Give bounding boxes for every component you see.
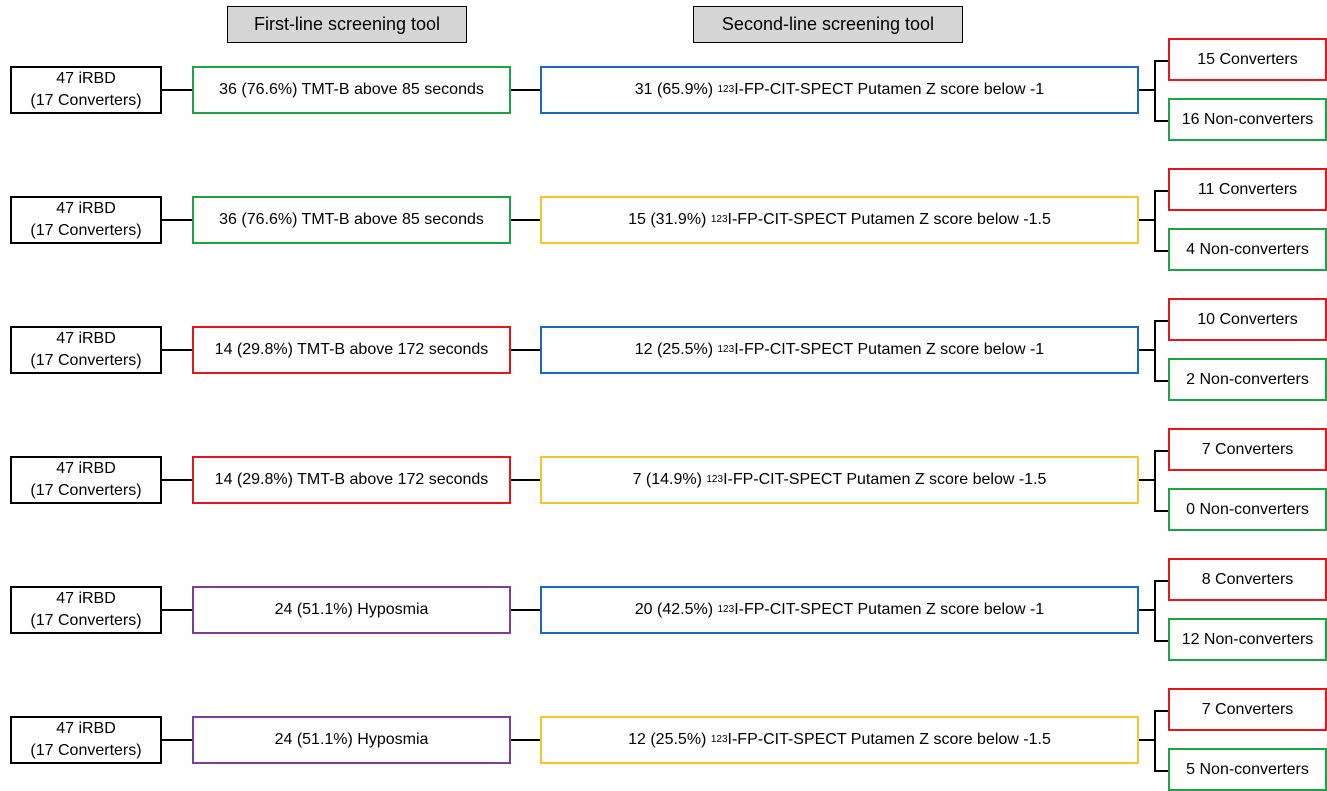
second-line-tool-box: 31 (65.9%) 123 I-FP-CIT-SPECT Putamen Z s… xyxy=(540,66,1139,114)
first-line-header: First-line screening tool xyxy=(227,6,467,43)
second-line-tool-box: 20 (42.5%) 123 I-FP-CIT-SPECT Putamen Z s… xyxy=(540,586,1139,634)
second-line-count: 12 (25.5%) xyxy=(634,341,718,359)
cohort-box: 47 iRBD (17 Converters) xyxy=(10,456,162,504)
cohort-label: 47 iRBD xyxy=(56,330,116,348)
connector-line xyxy=(511,219,540,221)
bracket-line xyxy=(1154,710,1156,771)
cohort-label: 47 iRBD xyxy=(56,70,116,88)
connector-line xyxy=(1139,349,1155,351)
non-converters-box: 4 Non-converters xyxy=(1168,228,1327,271)
connector-line xyxy=(511,349,540,351)
connector-line xyxy=(1154,320,1168,322)
connector-line xyxy=(1154,450,1168,452)
cohort-label: 47 iRBD xyxy=(56,720,116,738)
second-line-count: 15 (31.9%) xyxy=(628,211,711,229)
cohort-converters-label: (17 Converters) xyxy=(30,742,142,759)
second-line-tool-box: 15 (31.9%) 123 I-FP-CIT-SPECT Putamen Z s… xyxy=(540,196,1139,244)
connector-line xyxy=(511,89,540,91)
connector-line xyxy=(1154,580,1168,582)
connector-line xyxy=(162,349,192,351)
second-line-criterion: I-FP-CIT-SPECT Putamen Z score below -1.… xyxy=(727,211,1051,229)
connector-line xyxy=(1139,739,1155,741)
connector-line xyxy=(1154,770,1168,772)
converters-box: 7 Converters xyxy=(1168,428,1327,471)
cohort-label: 47 iRBD xyxy=(56,590,116,608)
connector-line xyxy=(1154,640,1168,642)
second-line-count: 20 (42.5%) xyxy=(634,601,718,619)
bracket-line xyxy=(1154,450,1156,511)
second-line-header: Second-line screening tool xyxy=(693,6,963,43)
first-line-tool-box: 36 (76.6%) TMT-B above 85 seconds xyxy=(192,196,511,244)
connector-line xyxy=(1139,89,1155,91)
cohort-converters-label: (17 Converters) xyxy=(30,482,142,499)
second-line-criterion: I-FP-CIT-SPECT Putamen Z score below -1 xyxy=(734,341,1045,359)
second-line-tool-box: 12 (25.5%) 123 I-FP-CIT-SPECT Putamen Z s… xyxy=(540,716,1139,764)
converters-box: 11 Converters xyxy=(1168,168,1327,211)
cohort-label: 47 iRBD xyxy=(56,460,116,478)
connector-line xyxy=(1139,609,1155,611)
connector-line xyxy=(511,739,540,741)
non-converters-box: 2 Non-converters xyxy=(1168,358,1327,401)
second-line-count: 7 (14.9%) xyxy=(632,471,707,489)
connector-line xyxy=(1154,380,1168,382)
non-converters-box: 16 Non-converters xyxy=(1168,98,1327,141)
connector-line xyxy=(1154,250,1168,252)
cohort-converters-label: (17 Converters) xyxy=(30,612,142,629)
non-converters-box: 12 Non-converters xyxy=(1168,618,1327,661)
converters-box: 8 Converters xyxy=(1168,558,1327,601)
second-line-criterion: I-FP-CIT-SPECT Putamen Z score below -1.… xyxy=(727,731,1051,749)
cohort-box: 47 iRBD (17 Converters) xyxy=(10,196,162,244)
second-line-tool-box: 12 (25.5%) 123 I-FP-CIT-SPECT Putamen Z s… xyxy=(540,326,1139,374)
cohort-box: 47 iRBD (17 Converters) xyxy=(10,716,162,764)
first-line-tool-box: 24 (51.1%) Hyposmia xyxy=(192,716,511,764)
cohort-box: 47 iRBD (17 Converters) xyxy=(10,326,162,374)
bracket-line xyxy=(1154,190,1156,251)
second-line-criterion: I-FP-CIT-SPECT Putamen Z score below -1 xyxy=(734,81,1045,99)
second-line-tool-box: 7 (14.9%) 123 I-FP-CIT-SPECT Putamen Z sc… xyxy=(540,456,1139,504)
cohort-converters-label: (17 Converters) xyxy=(30,352,142,369)
cohort-converters-label: (17 Converters) xyxy=(30,222,142,239)
cohort-box: 47 iRBD (17 Converters) xyxy=(10,66,162,114)
connector-line xyxy=(162,609,192,611)
second-line-count: 31 (65.9%) xyxy=(634,81,718,99)
connector-line xyxy=(511,479,540,481)
non-converters-box: 5 Non-converters xyxy=(1168,748,1327,791)
connector-line xyxy=(162,89,192,91)
connector-line xyxy=(1154,710,1168,712)
converters-box: 7 Converters xyxy=(1168,688,1327,731)
first-line-tool-box: 24 (51.1%) Hyposmia xyxy=(192,586,511,634)
connector-line xyxy=(1139,219,1155,221)
cohort-box: 47 iRBD (17 Converters) xyxy=(10,586,162,634)
bracket-line xyxy=(1154,320,1156,381)
connector-line xyxy=(511,609,540,611)
connector-line xyxy=(162,479,192,481)
connector-line xyxy=(1154,190,1168,192)
connector-line xyxy=(1154,60,1168,62)
connector-line xyxy=(1154,120,1168,122)
converters-box: 10 Converters xyxy=(1168,298,1327,341)
second-line-criterion: I-FP-CIT-SPECT Putamen Z score below -1.… xyxy=(723,471,1047,489)
first-line-tool-box: 14 (29.8%) TMT-B above 172 seconds xyxy=(192,456,511,504)
bracket-line xyxy=(1154,580,1156,641)
non-converters-box: 0 Non-converters xyxy=(1168,488,1327,531)
connector-line xyxy=(1139,479,1155,481)
connector-line xyxy=(162,739,192,741)
first-line-tool-box: 36 (76.6%) TMT-B above 85 seconds xyxy=(192,66,511,114)
first-line-tool-box: 14 (29.8%) TMT-B above 172 seconds xyxy=(192,326,511,374)
second-line-criterion: I-FP-CIT-SPECT Putamen Z score below -1 xyxy=(734,601,1045,619)
cohort-converters-label: (17 Converters) xyxy=(30,92,142,109)
connector-line xyxy=(162,219,192,221)
bracket-line xyxy=(1154,60,1156,121)
second-line-count: 12 (25.5%) xyxy=(628,731,711,749)
converters-box: 15 Converters xyxy=(1168,38,1327,81)
cohort-label: 47 iRBD xyxy=(56,200,116,218)
connector-line xyxy=(1154,510,1168,512)
